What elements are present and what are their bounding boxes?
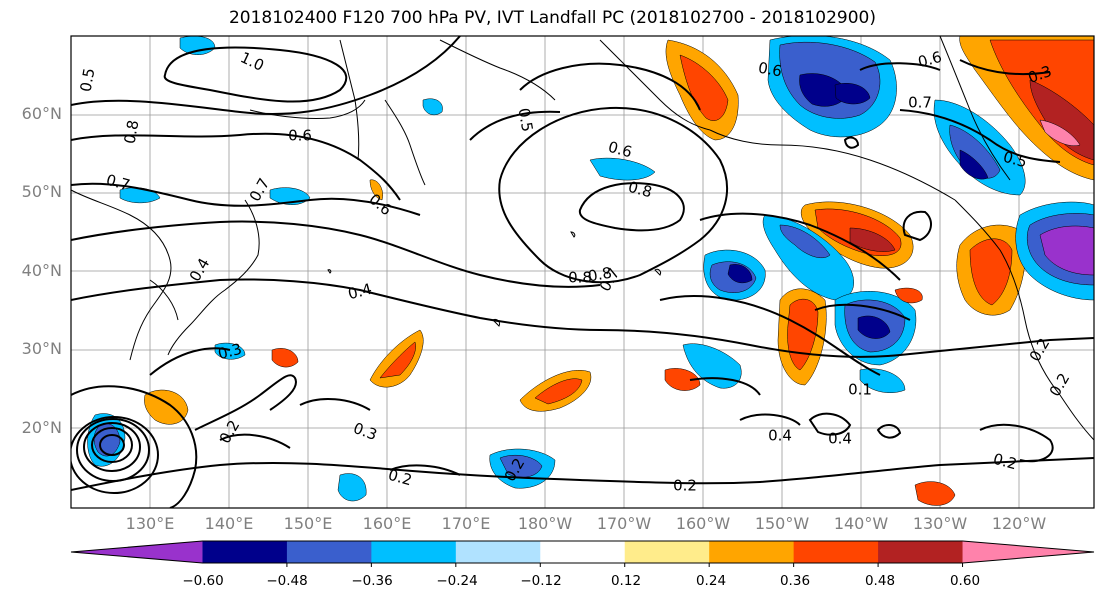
contour-label: 0.6 xyxy=(757,59,784,81)
colorbar-outline xyxy=(70,540,1095,564)
lon-label-180w: 180°W xyxy=(517,514,573,533)
colorbar-swatch xyxy=(962,541,1094,563)
contour-label: 0.6 xyxy=(606,138,634,162)
lat-label-40n: 40°N xyxy=(21,261,62,280)
lat-label-20n: 20°N xyxy=(21,418,62,437)
contour-label: 0.2 xyxy=(386,466,414,490)
lon-label-150w: 150°W xyxy=(754,514,810,533)
colorbar-swatch xyxy=(286,541,372,563)
contour-label: 0.1 xyxy=(848,381,872,399)
lon-label-160w: 160°W xyxy=(675,514,731,533)
lon-label-120w: 120°W xyxy=(991,514,1047,533)
colorbar-swatch xyxy=(71,541,203,563)
contour-label: 0.6 xyxy=(916,48,944,72)
colorbar-label: 0.24 xyxy=(695,573,727,589)
colorbar-label: 0.48 xyxy=(864,573,896,589)
colorbar-swatch xyxy=(202,541,288,563)
contour-label: 0.4 xyxy=(828,430,852,448)
ivt-shading xyxy=(87,36,1094,506)
lat-label-50n: 50°N xyxy=(21,182,62,201)
colorbar-swatch xyxy=(709,541,795,563)
contour-label: 0.6 xyxy=(288,127,312,145)
coastlines xyxy=(71,36,1094,441)
lon-label-160e: 160°E xyxy=(362,514,412,533)
map-frame xyxy=(70,35,1095,509)
contour-label: 0.7 xyxy=(908,94,932,112)
colorbar-swatch xyxy=(455,541,541,563)
contour-label: 0.5 xyxy=(1001,148,1029,172)
colorbar-label: 0.36 xyxy=(779,573,811,589)
colorbar-swatch xyxy=(624,541,710,563)
colorbar-label: −0.48 xyxy=(266,573,308,589)
colorbar-swatch xyxy=(793,541,879,563)
colorbar-label: −0.60 xyxy=(182,573,224,589)
contour-label: 0.8 xyxy=(626,178,654,202)
lon-label-140e: 140°E xyxy=(204,514,254,533)
contour-label: 0.7 xyxy=(104,171,132,195)
graticule xyxy=(71,36,1094,508)
contour-label: 0.8 xyxy=(568,269,592,287)
lon-label-140w: 140°W xyxy=(833,514,889,533)
contour-label: 0.8 xyxy=(587,264,614,286)
contour-label: 0.3 xyxy=(216,340,244,364)
colorbar-label: 0.12 xyxy=(610,573,642,589)
lon-label-170e: 170°E xyxy=(441,514,491,533)
lon-label-170w: 170°W xyxy=(596,514,652,533)
pv-contours xyxy=(71,36,1094,508)
contour-label: 0.5 xyxy=(77,67,99,94)
contour-label: 0.4 xyxy=(346,280,374,304)
colorbar-swatch xyxy=(540,541,626,563)
contour-label: 0.5 xyxy=(515,107,537,134)
colorbar xyxy=(70,540,1095,567)
lon-label-150e: 150°E xyxy=(283,514,333,533)
lon-label-130w: 130°W xyxy=(912,514,968,533)
colorbar-label: −0.12 xyxy=(520,573,562,589)
lat-label-30n: 30°N xyxy=(21,339,62,358)
contour-label: 0.4 xyxy=(768,427,792,445)
colorbar-label: −0.36 xyxy=(351,573,393,589)
colorbar-label: −0.24 xyxy=(436,573,478,589)
lon-label-130e: 130°E xyxy=(125,514,175,533)
colorbar-swatch xyxy=(878,541,964,563)
contour-label: 0.2 xyxy=(991,450,1019,474)
colorbar-swatch xyxy=(371,541,457,563)
contour-label: 0.8 xyxy=(121,119,143,146)
colorbar-label: 0.60 xyxy=(949,573,981,589)
contour-label: 0.2 xyxy=(673,477,697,495)
map-title: 2018102400 F120 700 hPa PV, IVT Landfall… xyxy=(228,8,876,28)
lat-label-60n: 60°N xyxy=(21,104,62,123)
